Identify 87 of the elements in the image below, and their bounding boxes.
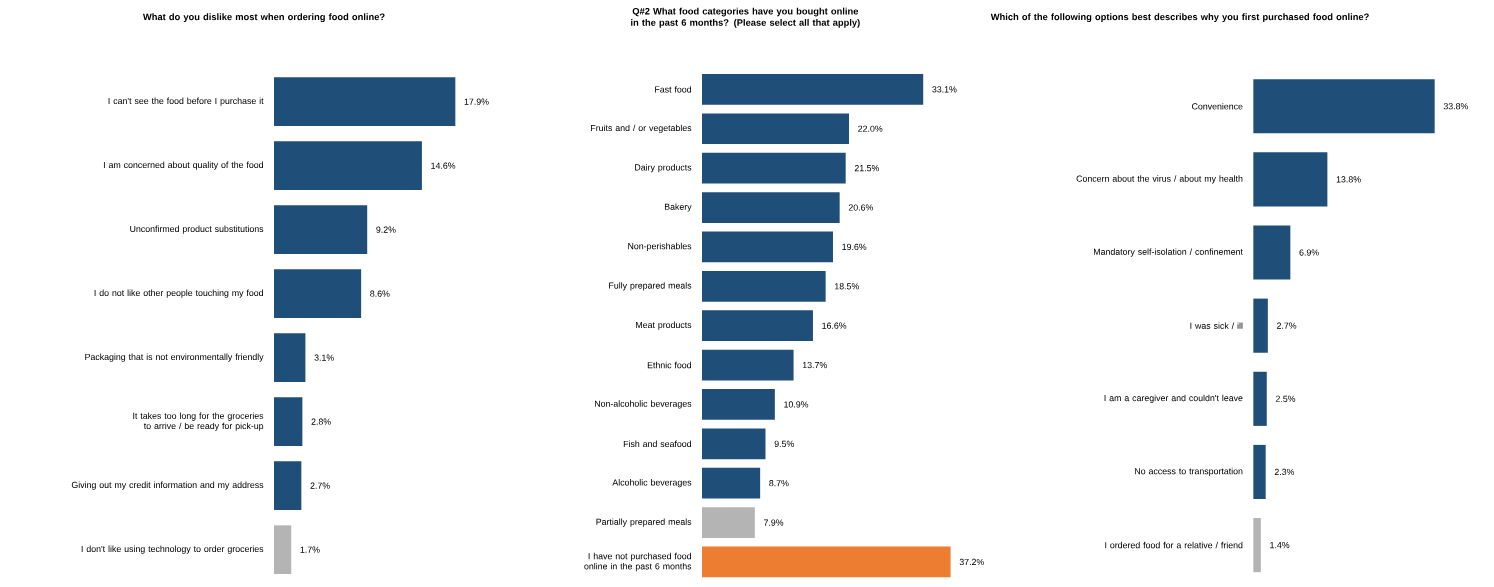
y-tick-label: I am a caregiver and couldn't leave xyxy=(1104,394,1243,403)
bar xyxy=(702,507,755,538)
data-label: 9.5% xyxy=(774,440,794,447)
y-tick-label: Convenience xyxy=(1192,103,1243,110)
y-tick-label: Fast food xyxy=(655,86,692,93)
y-tick-label: I do not like other people touching my food xyxy=(94,289,264,298)
bar xyxy=(702,152,846,184)
y-tick-label: I was sick / ill xyxy=(1190,322,1243,329)
bar xyxy=(702,231,833,263)
data-label: 8.6% xyxy=(370,290,390,297)
y-tick-label: Mandatory self-isolation / confinement xyxy=(1094,248,1243,257)
chart-title: Which of the following options best describes why you first purchased food online? xyxy=(990,13,1369,23)
y-tick-label: Meat products xyxy=(636,321,692,330)
data-label: 18.5% xyxy=(835,283,859,290)
data-label: 6.9% xyxy=(1299,249,1319,256)
y-tick-label: I can't see the food before I purchase it xyxy=(108,97,264,106)
y-tick-label: It takes too long for the groceries to arrive / be ready for pick-up xyxy=(133,412,264,431)
bar xyxy=(274,397,303,446)
data-label: 16.6% xyxy=(822,322,847,329)
bar xyxy=(1253,444,1266,500)
y-tick-label: Concern about the virus / about my health xyxy=(1076,175,1243,184)
bar xyxy=(274,141,422,190)
data-label: 19.6% xyxy=(842,243,867,251)
data-label: 3.1% xyxy=(314,354,334,361)
data-label: 13.8% xyxy=(1336,176,1361,183)
bar xyxy=(274,461,302,510)
bar xyxy=(1253,152,1328,207)
bar xyxy=(274,269,362,318)
bar xyxy=(274,525,292,574)
data-label: 2.7% xyxy=(310,482,330,489)
y-tick-label: Fully prepared meals xyxy=(609,282,692,291)
data-label: 2.3% xyxy=(1274,468,1295,476)
y-tick-label: Alcoholic beverages xyxy=(612,479,692,488)
y-tick-label: Fruits and / or vegetables xyxy=(591,124,692,133)
y-tick-label: Non-alcoholic beverages xyxy=(594,400,692,409)
bar xyxy=(702,270,826,302)
data-label: 20.6% xyxy=(848,204,874,211)
y-tick-label: I don't like using technology to order groceries xyxy=(81,545,264,554)
y-tick-label: Packaging that is not environmentally friendly xyxy=(85,353,264,362)
data-label: 33.8% xyxy=(1443,103,1469,110)
data-label: 21.5% xyxy=(854,165,880,172)
y-tick-label: Giving out my credit information and my address xyxy=(71,481,264,490)
data-label: 9.2% xyxy=(376,226,396,233)
y-tick-label: I ordered food for a relative / friend xyxy=(1105,541,1243,549)
bar xyxy=(1253,79,1435,134)
y-tick-label: No access to transportation xyxy=(1135,467,1243,477)
data-label: 17.9% xyxy=(464,98,489,105)
bar xyxy=(702,349,794,381)
y-tick-label: Bakery xyxy=(664,203,692,212)
chart-title: Q#2 What food categories have you bought online in the past 6 months? (Please select all that apply) xyxy=(631,7,860,28)
y-tick-label: Unconfirmed product substitutions xyxy=(130,225,264,234)
y-tick-label: Dairy products xyxy=(635,164,692,173)
bar xyxy=(1253,225,1291,280)
data-label: 1.7% xyxy=(300,546,320,553)
bar xyxy=(274,205,368,254)
data-label: 2.5% xyxy=(1275,395,1296,402)
y-tick-label: Fish and seafood xyxy=(623,440,692,448)
bar xyxy=(702,467,761,499)
y-tick-label: I have not purchased food online in the past 6 months xyxy=(584,552,692,572)
data-label: 1.4% xyxy=(1270,542,1290,549)
y-tick-label: I am concerned about quality of the food xyxy=(103,161,264,170)
y-tick-label: Ethnic food xyxy=(647,361,692,369)
y-tick-label: Non-perishables xyxy=(628,242,692,251)
bar xyxy=(702,74,924,105)
bar xyxy=(702,389,775,420)
data-label: 2.7% xyxy=(1276,322,1297,329)
data-label: 14.6% xyxy=(431,162,456,169)
bar xyxy=(1253,298,1268,353)
bar xyxy=(702,428,766,460)
data-label: 37.2% xyxy=(959,558,984,566)
data-label: 13.7% xyxy=(802,361,827,369)
data-label: 7.9% xyxy=(763,519,784,526)
bar xyxy=(274,77,456,126)
bar xyxy=(274,333,306,382)
bar xyxy=(1253,371,1267,426)
bar xyxy=(702,113,850,145)
bar xyxy=(702,310,813,342)
chart-title: What do you dislike most when ordering food online? xyxy=(142,13,385,23)
data-label: 10.9% xyxy=(784,401,809,408)
y-tick-label: Partially prepared meals xyxy=(596,518,692,527)
bar xyxy=(702,192,840,223)
data-label: 33.1% xyxy=(932,86,957,93)
data-label: 8.7% xyxy=(769,480,789,487)
bar xyxy=(1253,518,1261,573)
bar xyxy=(702,546,951,578)
data-label: 22.0% xyxy=(858,125,883,132)
data-label: 2.8% xyxy=(311,418,331,425)
